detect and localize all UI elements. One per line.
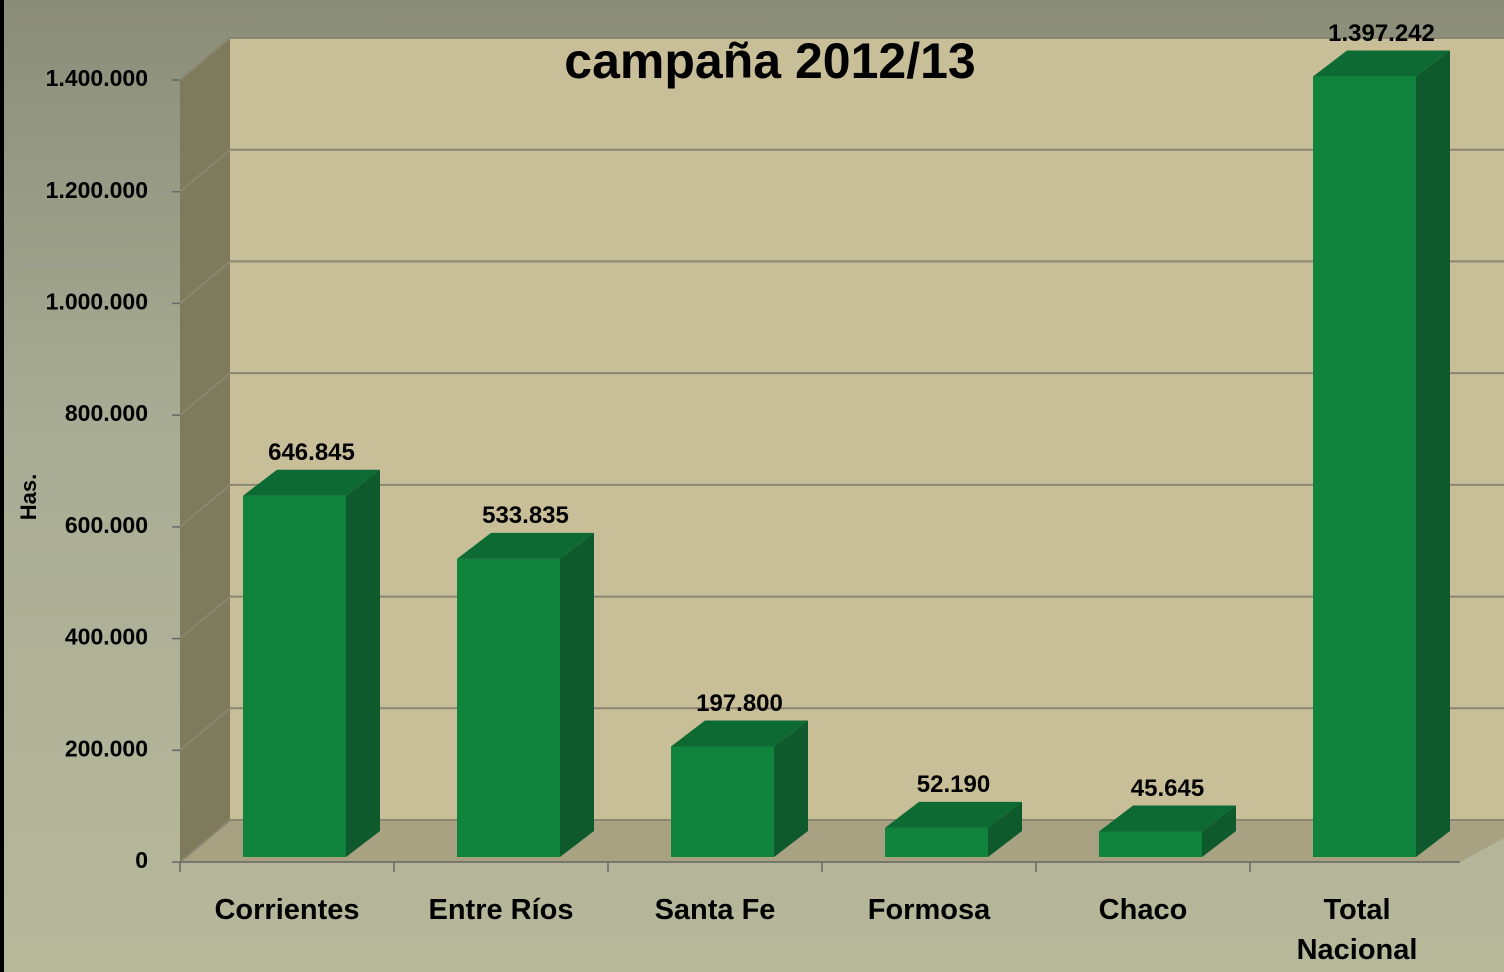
bar-front [671,746,774,857]
grid-line [179,483,1504,528]
grid-line [179,372,1504,416]
bar-side [988,801,1022,857]
bar [243,469,380,857]
bar [1099,805,1236,857]
bar [671,720,808,857]
bar-top [671,720,808,747]
x-tick-label: Entre Ríos [428,894,574,926]
bar-top [885,801,1022,828]
x-tick-label: Santa Fe [654,894,776,926]
bar-side [1416,50,1450,858]
bar [457,532,594,857]
value-label: 1.397.242 [1328,20,1435,47]
bar-front [457,558,560,857]
back-wall [230,38,1504,820]
value-label: 45.645 [1131,775,1204,802]
y-axis-label: Has. [16,474,41,520]
value-label: 52.190 [917,771,990,798]
grid-line [179,37,1504,81]
x-tick-label: Total Nacional [1296,894,1418,966]
grid-line [179,595,1504,640]
bar-side [1202,805,1236,857]
grid-line [179,819,1504,863]
y-tick-label: 600.000 [65,512,148,538]
x-tick-label: Corrientes [214,894,360,926]
value-label: 533.835 [482,502,569,529]
value-label: 197.800 [696,690,783,717]
bar-front [243,495,346,857]
y-tick-label: 800.000 [65,400,148,426]
bar-front [1099,831,1202,857]
bar-front [1313,76,1416,858]
bar-side [560,532,594,857]
grid-line [179,707,1504,752]
value-label: 646.845 [268,439,355,466]
bar-front [885,827,988,857]
grid-line [179,148,1504,193]
bar-top [457,532,594,559]
bar-top [243,469,380,496]
bar-side [346,469,380,857]
y-tick-label: 200.000 [65,735,148,761]
bar-top [1099,805,1236,832]
bar-side [774,720,808,857]
chart-title: campaña 2012/13 [564,33,975,89]
y-tick-label: 1.000.000 [46,289,148,315]
y-tick-label: 0 [135,847,148,873]
edge [0,0,4,972]
bar [1313,50,1450,858]
bar [885,801,1022,857]
x-tick-label: Formosa [867,894,991,926]
bar-top [1313,50,1450,77]
y-tick-label: 400.000 [65,624,148,650]
y-tick-label: 1.200.000 [46,177,148,203]
grid-line [179,260,1504,305]
x-tick-label: Chaco [1098,894,1188,926]
side-wall [180,38,230,862]
y-tick-label: 1.400.000 [46,65,148,91]
